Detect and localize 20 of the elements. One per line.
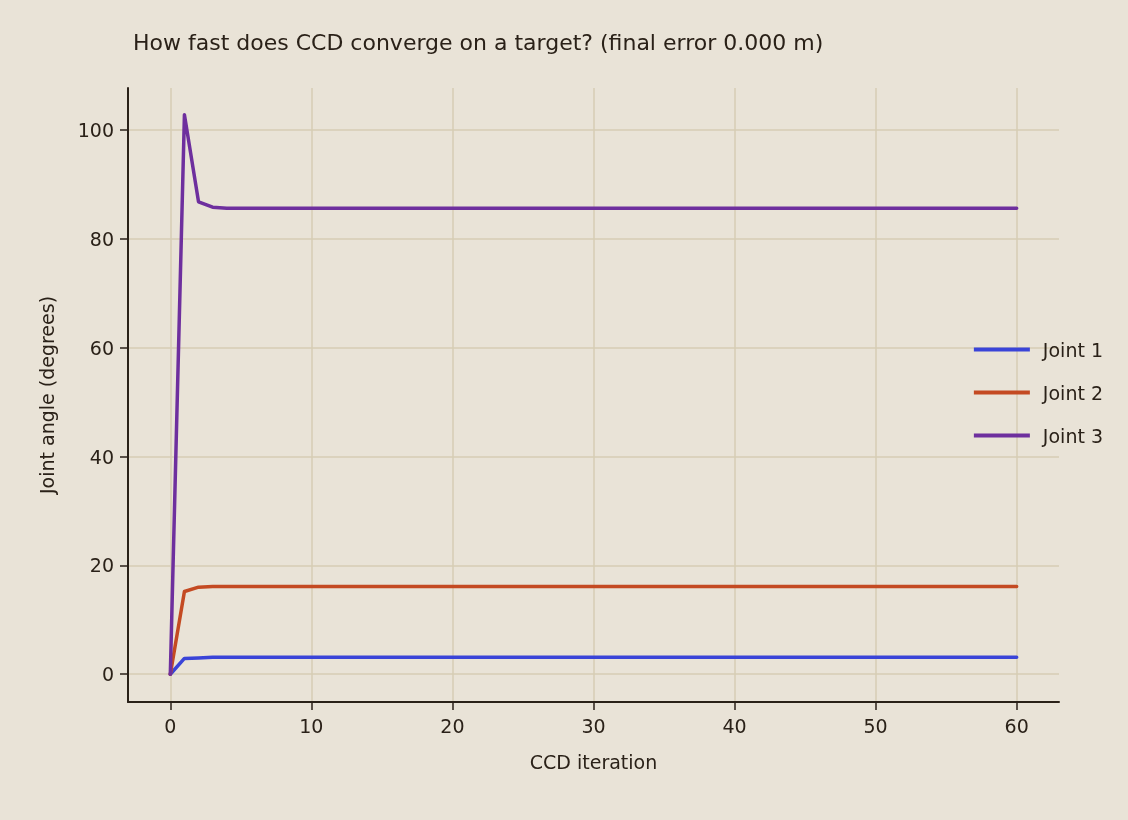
x-tick-label: 60 <box>1004 714 1029 737</box>
chart-title: How fast does CCD converge on a target? (final error 0.000 m) <box>133 29 824 55</box>
x-tick-label: 40 <box>722 714 747 737</box>
y-tick-label: 0 <box>101 663 114 686</box>
legend-label: Joint 1 <box>1041 338 1104 361</box>
y-tick-label: 20 <box>89 554 114 577</box>
x-tick-label: 50 <box>863 714 888 737</box>
y-tick-label: 100 <box>77 118 114 141</box>
x-tick-label: 10 <box>299 714 324 737</box>
x-tick-label: 0 <box>164 714 177 737</box>
y-tick-label: 60 <box>89 336 114 359</box>
x-tick-label: 30 <box>581 714 606 737</box>
x-tick-label: 20 <box>440 714 465 737</box>
line-series <box>168 112 1019 676</box>
y-tick-label: 80 <box>89 227 114 250</box>
y-axis-title: Joint angle (degrees) <box>35 295 58 496</box>
y-tick-label: 40 <box>89 445 114 468</box>
legend-label: Joint 2 <box>1041 381 1104 404</box>
legend-label: Joint 3 <box>1041 424 1104 447</box>
x-axis-title: CCD iteration <box>529 750 658 773</box>
